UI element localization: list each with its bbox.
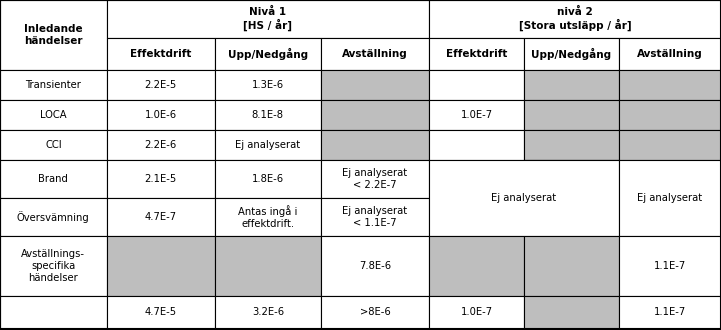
Text: 4.7E-7: 4.7E-7 — [145, 212, 177, 222]
Text: 2.1E-5: 2.1E-5 — [145, 174, 177, 184]
Text: 8.1E-8: 8.1E-8 — [252, 110, 284, 120]
Text: Effektdrift: Effektdrift — [446, 49, 508, 59]
Text: Avställning: Avställning — [637, 49, 703, 59]
Bar — [619, 38, 721, 70]
Bar — [107, 0, 429, 38]
Text: 1.1E-7: 1.1E-7 — [654, 261, 686, 271]
Text: Antas ingå i
effektdrift.: Antas ingå i effektdrift. — [238, 205, 298, 229]
Text: Avställnings-
specifika
händelser: Avställnings- specifika händelser — [22, 249, 85, 282]
Bar — [321, 130, 429, 160]
Bar — [107, 100, 215, 130]
Bar — [215, 296, 321, 328]
Bar — [0, 0, 107, 70]
Bar — [524, 130, 619, 160]
Bar — [107, 236, 215, 296]
Bar — [524, 296, 619, 328]
Bar — [0, 198, 107, 236]
Bar — [429, 160, 619, 236]
Text: Brand: Brand — [38, 174, 68, 184]
Text: Avställning: Avställning — [342, 49, 408, 59]
Text: 2.2E-5: 2.2E-5 — [145, 80, 177, 90]
Bar — [0, 160, 107, 198]
Bar — [429, 38, 524, 70]
Text: Översvämning: Översvämning — [17, 211, 89, 223]
Text: Ej analyserat
< 1.1E-7: Ej analyserat < 1.1E-7 — [342, 206, 407, 228]
Bar — [321, 236, 429, 296]
Text: Ej analyserat
< 2.2E-7: Ej analyserat < 2.2E-7 — [342, 168, 407, 190]
Text: CCI: CCI — [45, 140, 62, 150]
Text: 7.8E-6: 7.8E-6 — [359, 261, 391, 271]
Bar — [524, 70, 619, 100]
Bar — [321, 296, 429, 328]
Text: 1.0E-7: 1.0E-7 — [461, 110, 492, 120]
Bar — [321, 38, 429, 70]
Bar — [0, 130, 107, 160]
Text: Transienter: Transienter — [25, 80, 81, 90]
Bar — [215, 100, 321, 130]
Bar — [321, 70, 429, 100]
Text: 2.2E-6: 2.2E-6 — [145, 140, 177, 150]
Bar — [429, 70, 524, 100]
Bar — [321, 160, 429, 198]
Text: Nivå 1
[HS / år]: Nivå 1 [HS / år] — [244, 7, 292, 31]
Bar — [107, 296, 215, 328]
Text: Upp/Nedgång: Upp/Nedgång — [531, 48, 611, 60]
Text: Ej analyserat: Ej analyserat — [637, 193, 702, 203]
Bar — [321, 198, 429, 236]
Bar — [524, 38, 619, 70]
Text: Upp/Nedgång: Upp/Nedgång — [228, 48, 308, 60]
Bar — [524, 100, 619, 130]
Bar — [107, 70, 215, 100]
Bar — [619, 100, 721, 130]
Bar — [524, 160, 619, 198]
Text: 1.0E-7: 1.0E-7 — [461, 307, 492, 317]
Bar — [524, 198, 619, 236]
Bar — [429, 130, 524, 160]
Text: 1.1E-7: 1.1E-7 — [654, 307, 686, 317]
Bar — [429, 236, 524, 296]
Text: 1.3E-6: 1.3E-6 — [252, 80, 284, 90]
Text: 1.8E-6: 1.8E-6 — [252, 174, 284, 184]
Bar — [0, 296, 107, 328]
Bar — [619, 130, 721, 160]
Bar — [619, 70, 721, 100]
Bar — [215, 236, 321, 296]
Bar — [0, 70, 107, 100]
Text: Ej analyserat: Ej analyserat — [491, 193, 557, 203]
Text: LOCA: LOCA — [40, 110, 66, 120]
Bar — [107, 160, 215, 198]
Text: >8E-6: >8E-6 — [360, 307, 390, 317]
Bar — [107, 130, 215, 160]
Text: nivå 2
[Stora utsläpp / år]: nivå 2 [Stora utsläpp / år] — [518, 7, 632, 31]
Bar — [215, 160, 321, 198]
Bar — [429, 296, 524, 328]
Bar — [619, 236, 721, 296]
Bar — [321, 100, 429, 130]
Text: Inledande
händelser: Inledande händelser — [24, 24, 83, 46]
Bar — [619, 160, 721, 236]
Bar — [215, 38, 321, 70]
Bar — [0, 100, 107, 130]
Bar — [524, 236, 619, 296]
Bar — [215, 130, 321, 160]
Bar — [429, 100, 524, 130]
Bar — [107, 198, 215, 236]
Bar — [107, 38, 215, 70]
Text: Effektdrift: Effektdrift — [130, 49, 192, 59]
Text: 4.7E-5: 4.7E-5 — [145, 307, 177, 317]
Bar — [215, 70, 321, 100]
Bar — [619, 296, 721, 328]
Text: Ej analyserat: Ej analyserat — [235, 140, 301, 150]
Bar — [429, 0, 721, 38]
Bar — [0, 236, 107, 296]
Text: 3.2E-6: 3.2E-6 — [252, 307, 284, 317]
Text: 1.0E-6: 1.0E-6 — [145, 110, 177, 120]
Bar — [215, 198, 321, 236]
